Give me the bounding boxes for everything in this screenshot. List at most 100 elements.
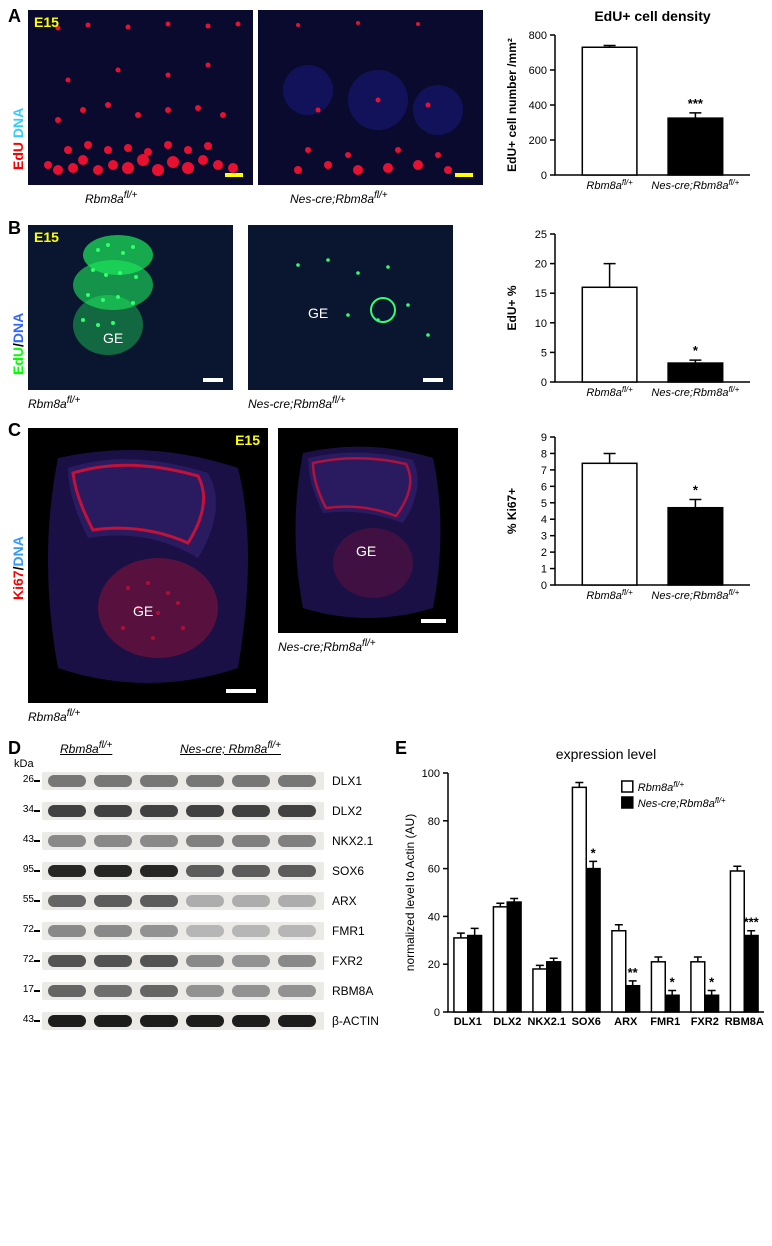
blot-band xyxy=(48,955,86,967)
panel-a-img1-label: Rbm8afl/+ xyxy=(85,190,137,206)
panel-d-group1: Rbm8afl/+ xyxy=(60,740,112,756)
svg-text:Rbm8afl/+: Rbm8afl/+ xyxy=(586,588,633,603)
svg-text:1: 1 xyxy=(541,564,547,576)
blot-band xyxy=(232,925,270,937)
blot-band xyxy=(278,865,316,877)
svg-text:25: 25 xyxy=(535,229,547,241)
panel-b-image-control: E15 GE xyxy=(28,225,233,390)
panel-b-img2-label: Nes-cre;Rbm8afl/+ xyxy=(248,395,346,411)
blot-band xyxy=(232,955,270,967)
blot-band xyxy=(94,775,132,787)
svg-text:ARX: ARX xyxy=(614,1016,638,1028)
panel-c-image-mutant: GE xyxy=(278,428,458,633)
panel-e-chart: expression level020406080100normalized l… xyxy=(400,745,770,1040)
blot-band xyxy=(186,925,224,937)
blot-band xyxy=(278,925,316,937)
kda-marker: 26 xyxy=(10,774,34,785)
blot-band xyxy=(278,955,316,967)
svg-text:60: 60 xyxy=(428,864,440,876)
panel-a-label: A xyxy=(8,6,21,27)
svg-text:0: 0 xyxy=(541,377,547,389)
panel-a-img2-label: Nes-cre;Rbm8afl/+ xyxy=(290,190,388,206)
panel-a-stain-label: EdU/DNA xyxy=(10,108,26,170)
svg-text:*: * xyxy=(709,974,715,989)
panel-c-label: C xyxy=(8,420,21,441)
svg-text:20: 20 xyxy=(535,259,547,271)
kda-marker: 17 xyxy=(10,984,34,995)
blot-band xyxy=(186,1015,224,1027)
svg-text:2: 2 xyxy=(541,547,547,559)
protein-name: FXR2 xyxy=(332,954,363,968)
panel-b-label: B xyxy=(8,218,21,239)
blot-band xyxy=(140,865,178,877)
svg-text:***: *** xyxy=(744,915,760,930)
svg-text:6: 6 xyxy=(541,481,547,493)
panel-c-ge-1: GE xyxy=(133,603,153,619)
protein-name: FMR1 xyxy=(332,924,365,938)
svg-text:400: 400 xyxy=(529,100,547,112)
kda-marker: 55 xyxy=(10,894,34,905)
svg-text:Nes-cre;Rbm8afl/+: Nes-cre;Rbm8afl/+ xyxy=(651,588,739,603)
blot-band xyxy=(232,775,270,787)
svg-text:600: 600 xyxy=(529,65,547,77)
panel-d-group2: Nes-cre; Rbm8afl/+ xyxy=(180,740,281,756)
panel-b-chart: 0510152025EdU+ %Rbm8afl/+*Nes-cre;Rbm8af… xyxy=(500,222,760,417)
panel-b-ge-1: GE xyxy=(103,330,123,346)
panel-b-img1-label: Rbm8afl/+ xyxy=(28,395,80,411)
svg-text:expression level: expression level xyxy=(556,746,656,762)
svg-text:Nes-cre;Rbm8afl/+: Nes-cre;Rbm8afl/+ xyxy=(651,178,739,193)
panel-c-chart: 0123456789% Ki67+Rbm8afl/+*Nes-cre;Rbm8a… xyxy=(500,425,760,620)
blot-band xyxy=(232,805,270,817)
blot-band xyxy=(48,775,86,787)
blot-band xyxy=(48,895,86,907)
panel-d-kda-header: kDa xyxy=(14,758,34,770)
blot-band xyxy=(48,865,86,877)
svg-text:Rbm8afl/+: Rbm8afl/+ xyxy=(638,780,685,795)
protein-name: RBM8A xyxy=(332,984,373,998)
blot-band xyxy=(94,955,132,967)
blot-band xyxy=(232,985,270,997)
blot-band xyxy=(278,835,316,847)
svg-text:EdU+ cell density: EdU+ cell density xyxy=(594,8,711,24)
svg-text:40: 40 xyxy=(428,911,440,923)
svg-text:EdU+ cell number /mm²: EdU+ cell number /mm² xyxy=(505,38,519,172)
svg-text:100: 100 xyxy=(422,768,440,780)
blot-band xyxy=(140,955,178,967)
svg-text:DLX2: DLX2 xyxy=(493,1016,521,1028)
svg-text:Nes-cre;Rbm8afl/+: Nes-cre;Rbm8afl/+ xyxy=(638,796,726,811)
svg-text:EdU+ %: EdU+ % xyxy=(505,285,519,330)
protein-name: β-ACTIN xyxy=(332,1014,379,1028)
svg-text:NKX2.1: NKX2.1 xyxy=(527,1016,566,1028)
protein-name: NKX2.1 xyxy=(332,834,373,848)
protein-name: SOX6 xyxy=(332,864,364,878)
svg-text:0: 0 xyxy=(541,170,547,182)
svg-text:10: 10 xyxy=(535,318,547,330)
svg-text:*: * xyxy=(591,845,597,860)
protein-name: DLX2 xyxy=(332,804,362,818)
blot-band xyxy=(232,895,270,907)
svg-text:Rbm8afl/+: Rbm8afl/+ xyxy=(586,178,633,193)
blot-band xyxy=(278,985,316,997)
blot-band xyxy=(232,865,270,877)
panel-a-image-mutant xyxy=(258,10,483,185)
svg-text:8: 8 xyxy=(541,448,547,460)
blot-band xyxy=(48,925,86,937)
blot-band xyxy=(186,895,224,907)
svg-text:80: 80 xyxy=(428,816,440,828)
svg-text:9: 9 xyxy=(541,432,547,444)
protein-name: ARX xyxy=(332,894,357,908)
kda-marker: 72 xyxy=(10,954,34,965)
blot-band xyxy=(94,835,132,847)
blot-band xyxy=(94,1015,132,1027)
blot-band xyxy=(94,805,132,817)
blot-band xyxy=(94,925,132,937)
blot-band xyxy=(48,985,86,997)
panel-c-ge-2: GE xyxy=(356,543,376,559)
blot-band xyxy=(186,865,224,877)
panel-a-image-control: E15 xyxy=(28,10,253,185)
blot-band xyxy=(278,895,316,907)
blot-band xyxy=(140,775,178,787)
panel-c-stain-label: Ki67/DNA xyxy=(10,536,26,600)
svg-text:***: *** xyxy=(688,96,704,111)
svg-text:SOX6: SOX6 xyxy=(572,1016,601,1028)
